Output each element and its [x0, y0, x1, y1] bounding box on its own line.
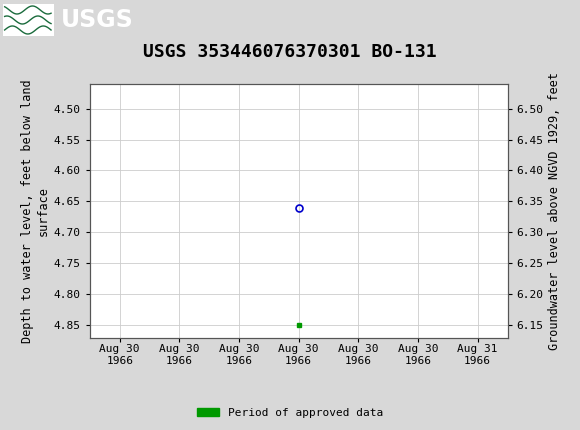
Y-axis label: Depth to water level, feet below land
surface: Depth to water level, feet below land su…: [21, 79, 50, 343]
Legend: Period of approved data: Period of approved data: [193, 403, 387, 422]
Text: USGS: USGS: [61, 8, 133, 32]
Bar: [3, 3, 54, 37]
Y-axis label: Groundwater level above NGVD 1929, feet: Groundwater level above NGVD 1929, feet: [548, 72, 561, 350]
Text: USGS 353446076370301 BO-131: USGS 353446076370301 BO-131: [143, 43, 437, 61]
